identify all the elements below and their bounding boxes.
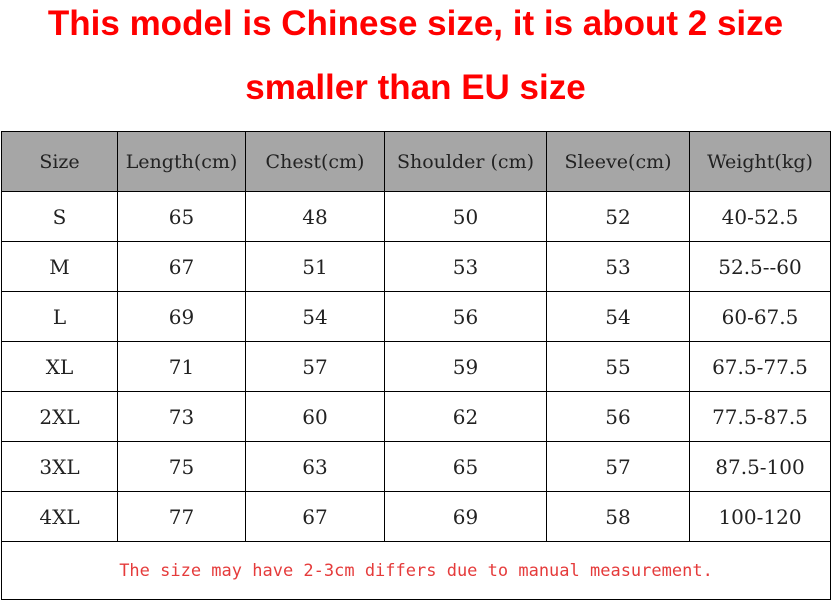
table-row: S 65 48 50 52 40-52.5 bbox=[1, 191, 831, 242]
cell-sleeve: 53 bbox=[546, 241, 690, 292]
cell-chest: 48 bbox=[245, 191, 385, 242]
header-length: Length(cm) bbox=[117, 131, 246, 192]
cell-length: 69 bbox=[117, 291, 246, 342]
cell-weight: 100-120 bbox=[689, 491, 831, 542]
cell-sleeve: 58 bbox=[546, 491, 690, 542]
size-chart-table: Size Length(cm) Chest(cm) Shoulder (cm) … bbox=[1, 131, 831, 600]
table-row: 4XL 77 67 69 58 100-120 bbox=[1, 491, 831, 542]
cell-length: 73 bbox=[117, 391, 246, 442]
cell-length: 65 bbox=[117, 191, 246, 242]
cell-length: 67 bbox=[117, 241, 246, 292]
header-sleeve: Sleeve(cm) bbox=[546, 131, 690, 192]
cell-sleeve: 57 bbox=[546, 441, 690, 492]
cell-chest: 63 bbox=[245, 441, 385, 492]
table-row: M 67 51 53 53 52.5--60 bbox=[1, 241, 831, 292]
cell-length: 77 bbox=[117, 491, 246, 542]
header-chest: Chest(cm) bbox=[245, 131, 385, 192]
measurement-note: The size may have 2-3cm differs due to m… bbox=[1, 541, 831, 600]
cell-weight: 67.5-77.5 bbox=[689, 341, 831, 392]
cell-size: XL bbox=[1, 341, 118, 392]
cell-size: 4XL bbox=[1, 491, 118, 542]
table-header-row: Size Length(cm) Chest(cm) Shoulder (cm) … bbox=[1, 131, 831, 192]
table-row: L 69 54 56 54 60-67.5 bbox=[1, 291, 831, 342]
cell-length: 75 bbox=[117, 441, 246, 492]
cell-sleeve: 52 bbox=[546, 191, 690, 242]
cell-shoulder: 59 bbox=[384, 341, 547, 392]
cell-chest: 57 bbox=[245, 341, 385, 392]
cell-weight: 87.5-100 bbox=[689, 441, 831, 492]
cell-sleeve: 55 bbox=[546, 341, 690, 392]
cell-size: 2XL bbox=[1, 391, 118, 442]
cell-size: L bbox=[1, 291, 118, 342]
cell-size: 3XL bbox=[1, 441, 118, 492]
cell-weight: 60-67.5 bbox=[689, 291, 831, 342]
cell-shoulder: 53 bbox=[384, 241, 547, 292]
cell-chest: 54 bbox=[245, 291, 385, 342]
cell-chest: 51 bbox=[245, 241, 385, 292]
headline: This model is Chinese size, it is about … bbox=[0, 0, 831, 124]
header-weight: Weight(kg) bbox=[689, 131, 831, 192]
cell-weight: 52.5--60 bbox=[689, 241, 831, 292]
table-row: XL 71 57 59 55 67.5-77.5 bbox=[1, 341, 831, 392]
table-note-row: The size may have 2-3cm differs due to m… bbox=[1, 541, 831, 600]
cell-chest: 60 bbox=[245, 391, 385, 442]
cell-size: S bbox=[1, 191, 118, 242]
table-row: 2XL 73 60 62 56 77.5-87.5 bbox=[1, 391, 831, 442]
header-size: Size bbox=[1, 131, 118, 192]
cell-shoulder: 65 bbox=[384, 441, 547, 492]
headline-line-2: smaller than EU size bbox=[245, 68, 586, 107]
cell-length: 71 bbox=[117, 341, 246, 392]
cell-weight: 77.5-87.5 bbox=[689, 391, 831, 442]
cell-shoulder: 50 bbox=[384, 191, 547, 242]
cell-sleeve: 56 bbox=[546, 391, 690, 442]
cell-sleeve: 54 bbox=[546, 291, 690, 342]
cell-shoulder: 69 bbox=[384, 491, 547, 542]
cell-chest: 67 bbox=[245, 491, 385, 542]
headline-line-1: This model is Chinese size, it is about … bbox=[47, 4, 784, 43]
header-shoulder: Shoulder (cm) bbox=[384, 131, 547, 192]
cell-shoulder: 56 bbox=[384, 291, 547, 342]
table-row: 3XL 75 63 65 57 87.5-100 bbox=[1, 441, 831, 492]
cell-weight: 40-52.5 bbox=[689, 191, 831, 242]
cell-size: M bbox=[1, 241, 118, 292]
cell-shoulder: 62 bbox=[384, 391, 547, 442]
